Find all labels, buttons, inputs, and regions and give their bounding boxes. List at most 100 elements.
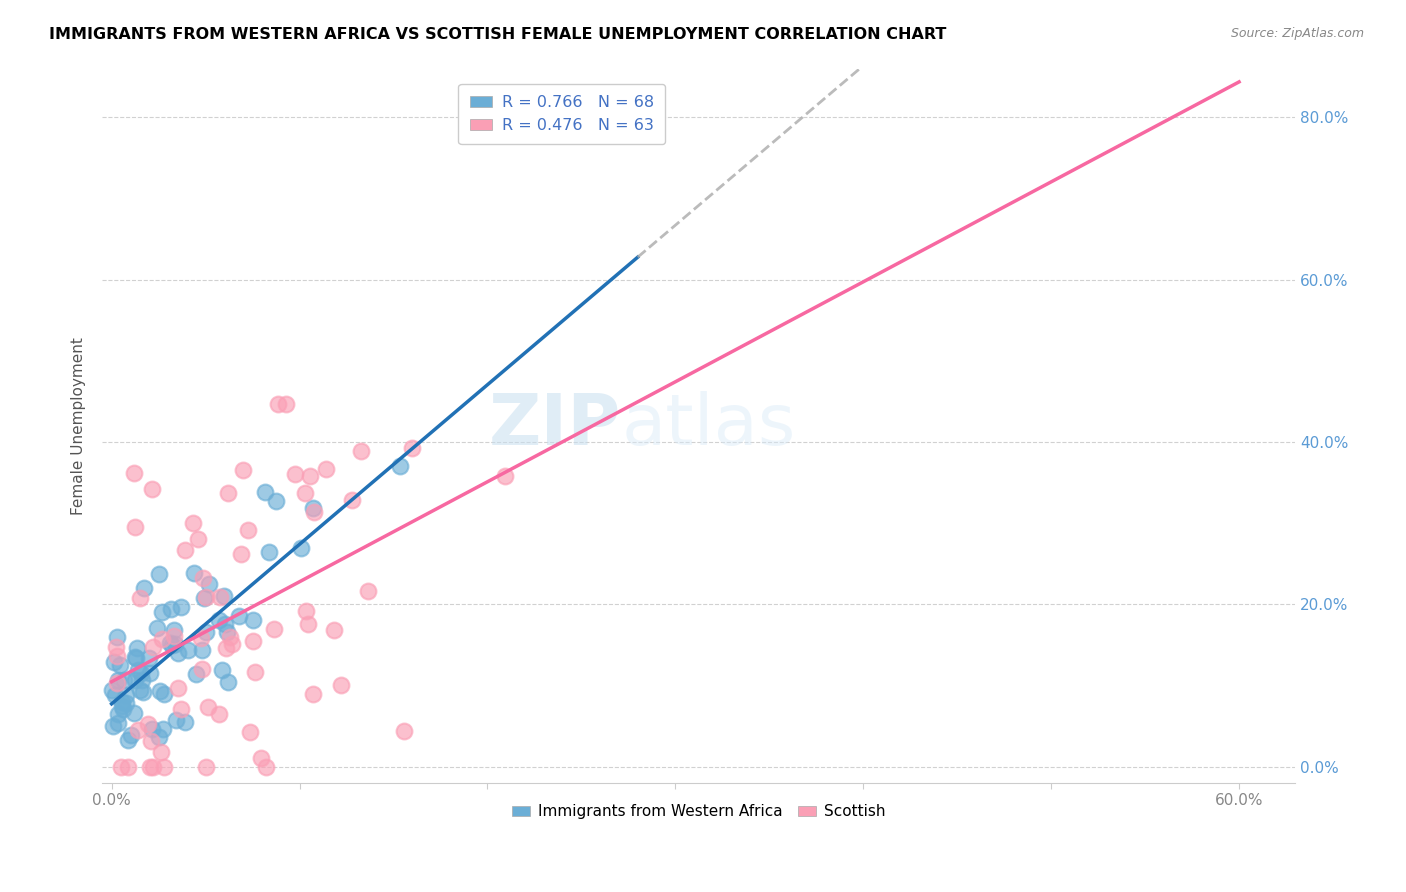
- Point: [215, 625, 238, 640]
- Point: [139, 666, 162, 681]
- Point: [218, 630, 240, 644]
- Point: [221, 637, 243, 651]
- Point: [139, 734, 162, 748]
- Point: [111, 695, 134, 709]
- Point: [146, 621, 169, 635]
- Point: [184, 666, 207, 681]
- Point: [148, 731, 170, 745]
- Text: atlas: atlas: [621, 392, 796, 460]
- Point: [132, 685, 155, 699]
- Legend: Immigrants from Western Africa, Scottish: Immigrants from Western Africa, Scottish: [506, 798, 891, 825]
- Point: [228, 609, 250, 624]
- Point: [197, 577, 219, 591]
- Point: [267, 397, 290, 411]
- Point: [117, 760, 139, 774]
- Point: [214, 617, 236, 632]
- Point: [231, 547, 253, 561]
- Point: [208, 613, 231, 627]
- Point: [274, 397, 297, 411]
- Point: [212, 590, 235, 604]
- Point: [392, 724, 415, 739]
- Point: [111, 698, 134, 713]
- Point: [330, 677, 353, 691]
- Point: [217, 675, 239, 690]
- Point: [232, 463, 254, 477]
- Point: [152, 687, 174, 701]
- Point: [142, 640, 165, 654]
- Point: [183, 566, 205, 581]
- Point: [294, 604, 316, 618]
- Point: [105, 648, 128, 663]
- Point: [191, 571, 214, 585]
- Point: [290, 541, 312, 555]
- Y-axis label: Female Unemployment: Female Unemployment: [72, 337, 86, 515]
- Point: [124, 520, 146, 534]
- Point: [122, 466, 145, 480]
- Point: [159, 636, 181, 650]
- Point: [163, 623, 186, 637]
- Point: [131, 673, 153, 687]
- Point: [187, 532, 209, 546]
- Text: ZIP: ZIP: [489, 392, 621, 460]
- Point: [264, 493, 287, 508]
- Point: [208, 706, 231, 721]
- Point: [284, 467, 307, 482]
- Point: [257, 545, 280, 559]
- Point: [238, 523, 260, 537]
- Point: [350, 444, 373, 458]
- Point: [294, 485, 316, 500]
- Point: [166, 681, 188, 695]
- Point: [124, 650, 146, 665]
- Point: [211, 664, 233, 678]
- Point: [112, 673, 135, 687]
- Point: [263, 622, 285, 636]
- Point: [101, 719, 124, 733]
- Point: [301, 687, 323, 701]
- Point: [127, 664, 149, 678]
- Point: [197, 700, 219, 714]
- Point: [342, 493, 364, 508]
- Point: [242, 634, 264, 648]
- Point: [190, 631, 212, 645]
- Point: [163, 629, 186, 643]
- Point: [112, 702, 135, 716]
- Point: [125, 640, 148, 655]
- Point: [124, 673, 146, 687]
- Point: [194, 625, 217, 640]
- Point: [302, 500, 325, 515]
- Point: [142, 760, 165, 774]
- Point: [124, 651, 146, 665]
- Point: [401, 442, 423, 456]
- Text: Source: ZipAtlas.com: Source: ZipAtlas.com: [1230, 27, 1364, 40]
- Point: [239, 725, 262, 739]
- Point: [110, 760, 132, 774]
- Point: [139, 760, 162, 774]
- Point: [136, 716, 159, 731]
- Point: [357, 583, 380, 598]
- Point: [107, 707, 129, 722]
- Point: [141, 482, 163, 496]
- Point: [134, 581, 156, 595]
- Point: [193, 591, 215, 606]
- Point: [160, 602, 183, 616]
- Point: [163, 637, 186, 651]
- Point: [105, 630, 128, 644]
- Point: [129, 665, 152, 680]
- Point: [117, 733, 139, 747]
- Point: [242, 613, 264, 627]
- Point: [323, 623, 346, 637]
- Point: [245, 665, 267, 680]
- Point: [153, 760, 176, 774]
- Point: [103, 655, 125, 669]
- Point: [107, 673, 129, 687]
- Point: [104, 688, 127, 702]
- Point: [195, 591, 218, 605]
- Point: [150, 632, 173, 647]
- Point: [149, 745, 172, 759]
- Point: [124, 706, 146, 720]
- Point: [304, 505, 326, 519]
- Point: [129, 682, 152, 697]
- Point: [101, 682, 124, 697]
- Point: [254, 760, 277, 774]
- Point: [148, 567, 170, 582]
